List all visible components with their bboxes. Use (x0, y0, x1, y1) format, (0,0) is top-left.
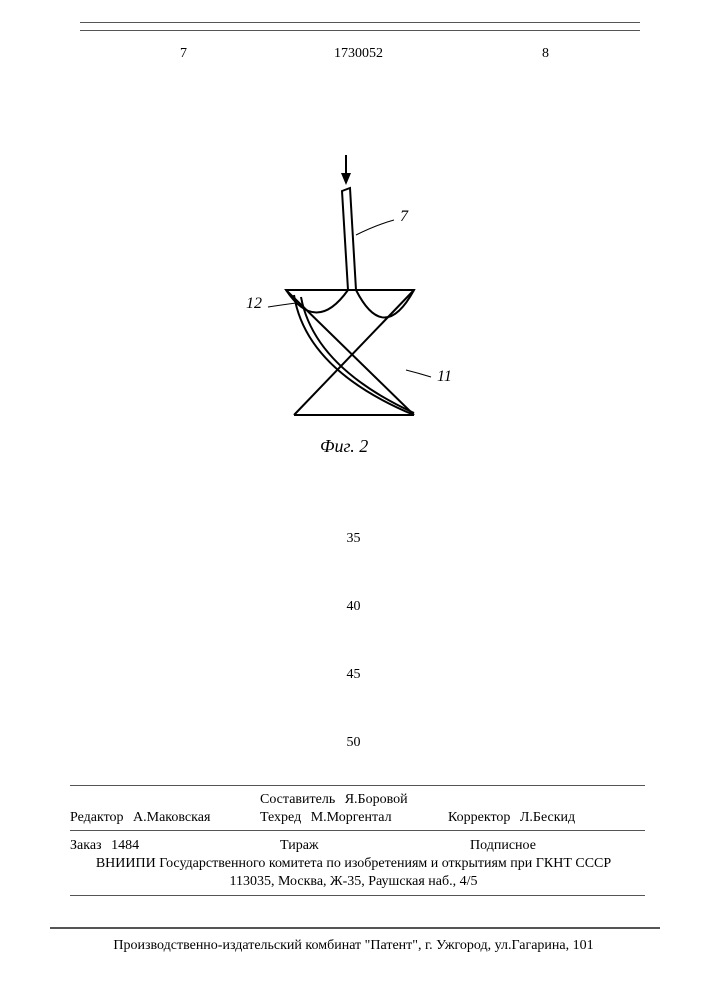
editor-label: Редактор (70, 810, 124, 825)
rule-top-1 (80, 22, 640, 23)
fig-label-shaft: 7 (400, 208, 408, 226)
editor-row: Редактор А.Маковская (70, 810, 210, 826)
page: 7 1730052 8 7 12 11 Фиг. 2 35 40 45 50 С… (0, 0, 707, 1000)
patent-number: 1730052 (334, 46, 383, 62)
order-row: Заказ 1484 (70, 838, 139, 854)
col-num-right: 8 (542, 46, 549, 62)
figure-caption: Фиг. 2 (320, 436, 368, 457)
order-value: 1484 (111, 838, 139, 853)
tech-value: М.Моргентал (311, 810, 392, 825)
corrector-label: Корректор (448, 810, 510, 825)
line-number: 50 (0, 735, 707, 751)
figure-diagram (256, 155, 456, 460)
circulation-label: Тираж (280, 838, 319, 854)
fig-label-left: 12 (246, 295, 262, 313)
editor-value: А.Маковская (133, 810, 210, 825)
subscription-label: Подписное (470, 838, 536, 854)
rule-footer (50, 927, 660, 929)
rule-credits-bottom (70, 895, 645, 896)
line-number: 40 (0, 599, 707, 615)
org-line-1: ВНИИПИ Государственного комитета по изоб… (0, 856, 707, 872)
org-line-2: 113035, Москва, Ж-35, Раушская наб., 4/5 (0, 874, 707, 890)
rule-credits-mid (70, 830, 645, 831)
compiler-label: Составитель Я.Боровой (260, 792, 408, 808)
compiler-value: Я.Боровой (345, 792, 408, 807)
fig-label-right: 11 (437, 368, 452, 386)
order-label: Заказ (70, 838, 102, 853)
tech-row: Техред М.Моргентал (260, 810, 392, 826)
tech-label: Техред (260, 810, 301, 825)
corrector-row: Корректор Л.Бескид (448, 810, 575, 826)
printer-line: Производственно-издательский комбинат "П… (0, 938, 707, 954)
compiler-label-text: Составитель (260, 792, 335, 807)
col-num-left: 7 (180, 46, 187, 62)
line-number: 35 (0, 531, 707, 547)
line-number: 45 (0, 667, 707, 683)
rule-credits-top (70, 785, 645, 786)
corrector-value: Л.Бескид (520, 810, 575, 825)
rule-top-2 (80, 30, 640, 31)
